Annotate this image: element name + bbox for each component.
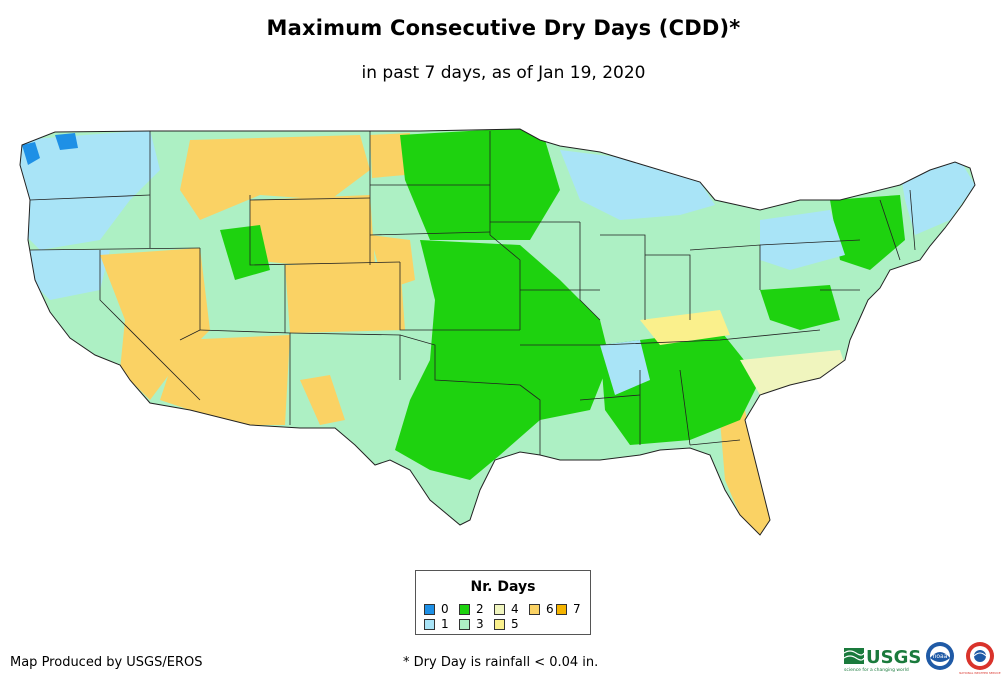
legend-item-3: 3 <box>459 617 484 631</box>
usgs-logo: USGS science for a changing world <box>843 647 921 673</box>
map-title: Maximum Consecutive Dry Days (CDD)* <box>266 16 741 40</box>
usgs-wordmark: USGS <box>866 647 921 668</box>
legend-swatch-6 <box>529 603 540 615</box>
zone-0-days-2 <box>55 133 78 150</box>
legend-title: Nr. Days <box>470 579 536 595</box>
zone-wyoming <box>250 195 375 265</box>
map-credit: Map Produced by USGS/EROS <box>10 655 203 670</box>
zone-plains-green <box>395 240 610 480</box>
zone-maine <box>900 160 975 235</box>
zone-florida <box>720 410 770 535</box>
legend-label-7: 7 <box>573 602 581 616</box>
zone-pacific-nw <box>20 130 160 250</box>
zone-nm-patch <box>300 375 345 425</box>
zone-n-california <box>25 250 110 300</box>
legend-swatch-7 <box>556 603 567 615</box>
zone-dakotas-minnesota <box>400 129 560 240</box>
zone-kentucky <box>640 310 730 345</box>
legend: Nr. Days 0 1 2 3 4 5 6 7 <box>415 570 591 635</box>
legend-label-3: 3 <box>476 617 484 631</box>
zone-nd-west <box>370 133 410 178</box>
legend-label-0: 0 <box>441 602 449 616</box>
zone-mid-atlantic <box>760 285 840 330</box>
legend-item-7: 7 <box>556 602 581 616</box>
legend-swatch-0 <box>424 603 435 615</box>
noaa-logo: noaa <box>926 642 954 670</box>
dry-day-footnote: * Dry Day is rainfall < 0.04 in. <box>403 655 599 670</box>
nws-label: NATIONAL WEATHER SERVICE <box>959 671 1001 675</box>
nws-logo: NATIONAL WEATHER SERVICE <box>959 642 1001 675</box>
legend-swatch-2 <box>459 603 470 615</box>
zone-colorado <box>285 262 405 333</box>
agency-logos: USGS science for a changing world noaa N… <box>843 642 1001 675</box>
legend-label-1: 1 <box>441 617 449 631</box>
legend-item-0: 0 <box>424 602 449 616</box>
legend-item-5: 5 <box>494 617 519 631</box>
zone-idaho-patch <box>220 225 270 280</box>
legend-label-2: 2 <box>476 602 484 616</box>
legend-item-1: 1 <box>424 617 449 631</box>
legend-label-6: 6 <box>546 602 554 616</box>
map-subtitle: in past 7 days, as of Jan 19, 2020 <box>361 63 646 83</box>
legend-swatch-4 <box>494 603 505 615</box>
legend-swatch-3 <box>459 618 470 630</box>
legend-item-2: 2 <box>459 602 484 616</box>
legend-label-4: 4 <box>511 602 519 616</box>
usgs-tagline: science for a changing world <box>844 667 909 673</box>
zone-0-days <box>22 142 40 165</box>
zone-new-york <box>830 195 905 270</box>
state-boundaries <box>29 131 916 455</box>
legend-label-5: 5 <box>511 617 519 631</box>
noaa-wordmark: noaa <box>933 653 948 660</box>
legend-item-6: 6 <box>529 602 554 616</box>
zone-pennsylvania <box>760 210 845 270</box>
legend-swatch-1 <box>424 618 435 630</box>
zone-arizona <box>160 335 290 425</box>
zone-nevada <box>100 248 210 400</box>
zone-mississippi-valley <box>600 340 650 395</box>
legend-item-4: 4 <box>494 602 519 616</box>
legend-swatch-5 <box>494 618 505 630</box>
zone-great-lakes <box>560 150 715 220</box>
